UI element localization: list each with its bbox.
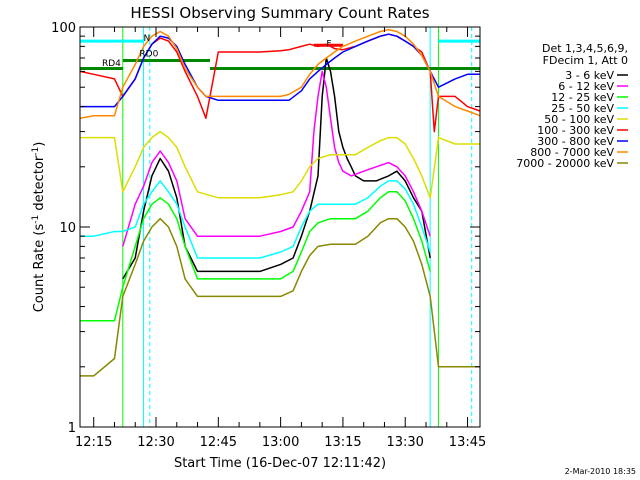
y-axis-label-end: ) xyxy=(32,142,47,147)
annotation-f: F xyxy=(326,39,331,49)
y-axis-label-sup-2: -1 xyxy=(31,147,41,156)
y-tick-label-10: 10 xyxy=(59,221,76,236)
y-axis-label-main: Count Rate (s xyxy=(32,224,47,313)
y-tick-label-100: 100 xyxy=(51,21,76,36)
legend: Det 1,3,4,5,6,9,FDecim 1, Att 0 3 - 6 keV… xyxy=(516,42,628,170)
series-line-300-800-kev xyxy=(80,33,480,108)
annotation-n: N xyxy=(144,34,151,44)
series-line-800-7000-kev xyxy=(79,28,481,119)
legend-label-6-12-kev: 6 - 12 keV xyxy=(558,80,614,93)
series-line-50-100-kev xyxy=(80,130,480,199)
x-axis-label: Start Time (16-Dec-07 12:11:42) xyxy=(174,456,386,471)
legend-label-7000-20000-kev: 7000 - 20000 keV xyxy=(516,157,614,170)
annotation-rd4: RD4 xyxy=(102,59,121,69)
y-axis-label: Count Rate (s-1 detector-1) xyxy=(31,142,47,313)
x-tick-label-12-15: 12:15 xyxy=(75,435,112,450)
legend-label-50-100-kev: 50 - 100 keV xyxy=(544,113,614,126)
flag-bars xyxy=(80,39,480,71)
legend-header-0: Det 1,3,4,5,6,9, xyxy=(542,42,628,55)
y-tick-label-1: 1 xyxy=(68,421,76,436)
annotations: N RD0 RD4 F xyxy=(102,34,331,69)
x-tick-label-13-30: 13:30 xyxy=(386,435,423,450)
x-tick-label-12-30: 12:30 xyxy=(137,435,174,450)
annotation-rd0: RD0 xyxy=(139,50,158,60)
legend-label-3-6-kev: 3 - 6 keV xyxy=(565,69,614,82)
x-tick-label-13-15: 13:15 xyxy=(324,435,361,450)
y-axis-label-sup-1: -1 xyxy=(31,215,41,224)
legend-label-25-50-kev: 25 - 50 keV xyxy=(551,102,614,115)
y-axis-label-tail: detector xyxy=(32,155,47,215)
series-line-7000-20000-kev xyxy=(80,217,480,377)
footer-date: 2-Mar-2010 18:35 xyxy=(565,467,636,476)
legend-header-1: FDecim 1, Att 0 xyxy=(543,54,628,67)
series-line-25-50-kev xyxy=(80,180,431,259)
series-line-6-12-kev xyxy=(122,70,431,247)
legend-label-800-7000-kev: 800 - 7000 keV xyxy=(530,146,614,159)
y-axis: 1 10 100 xyxy=(51,21,480,436)
series-line-3-6-kev xyxy=(122,57,431,280)
chart-title: HESSI Observing Summary Count Rates xyxy=(130,4,429,22)
x-axis: 12:15 12:30 12:45 13:00 13:15 13:30 13:45 xyxy=(75,27,486,450)
legend-label-12-25-kev: 12 - 25 keV xyxy=(551,91,614,104)
legend-label-100-300-kev: 100 - 300 keV xyxy=(537,124,614,137)
x-tick-label-13-00: 13:00 xyxy=(262,435,299,450)
series-lines xyxy=(79,28,481,377)
legend-label-300-800-kev: 300 - 800 keV xyxy=(537,135,614,148)
x-tick-label-13-45: 13:45 xyxy=(449,435,486,450)
series-line-12-25-kev xyxy=(80,191,431,322)
x-tick-label-12-45: 12:45 xyxy=(200,435,237,450)
